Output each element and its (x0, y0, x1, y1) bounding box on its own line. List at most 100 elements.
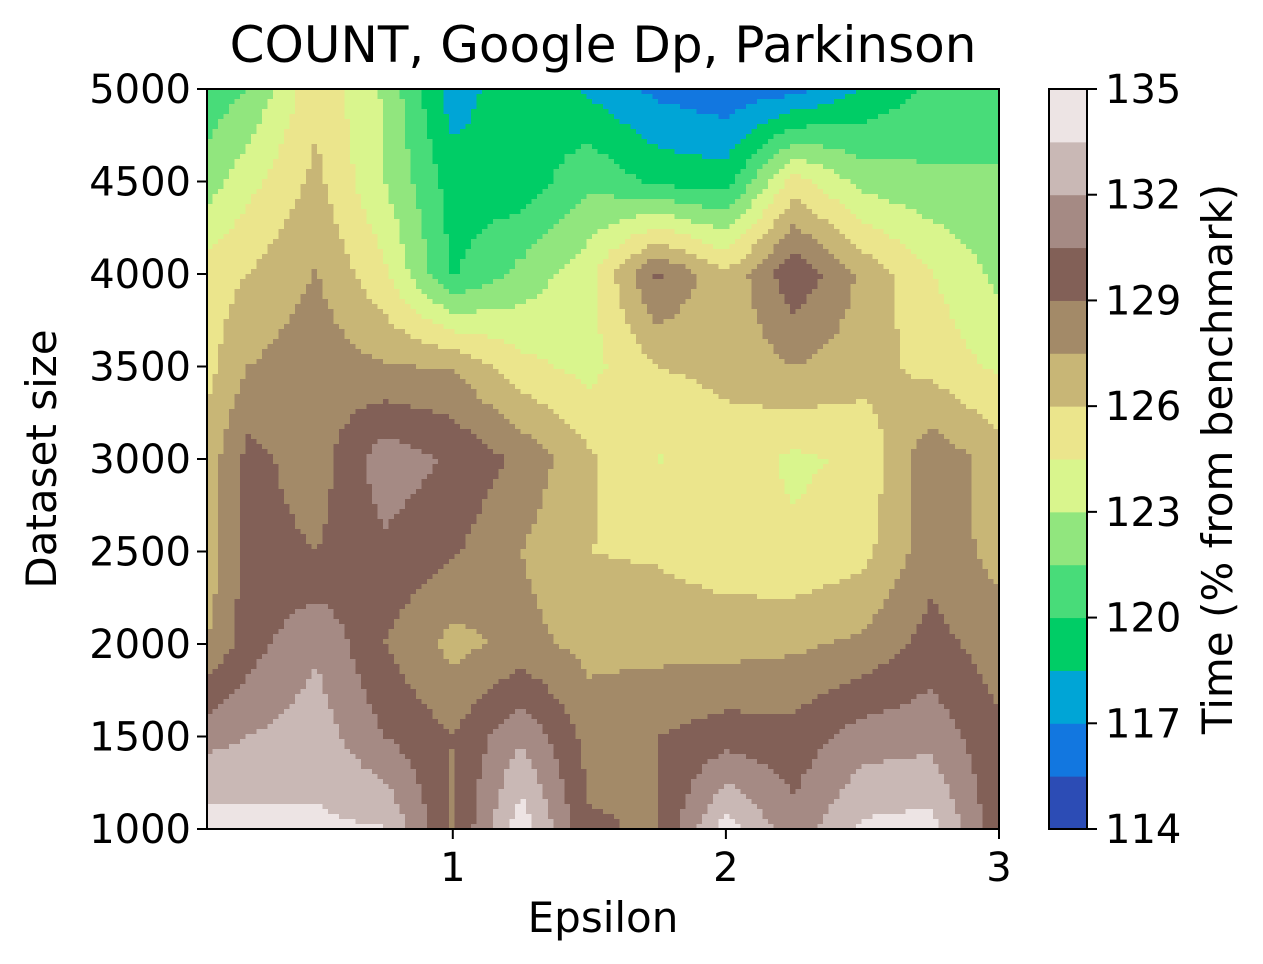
contour-cell (537, 134, 543, 140)
contour-cell (752, 99, 758, 105)
contour-cell (763, 194, 769, 200)
contour-cell (961, 139, 967, 145)
contour-cell (295, 174, 301, 180)
contour-cell (922, 244, 928, 250)
contour-cell (548, 189, 554, 195)
contour-cell (257, 199, 263, 205)
contour-cell (383, 179, 389, 185)
contour-cell (537, 159, 543, 165)
contour-cell (218, 194, 224, 200)
contour-cell (581, 244, 587, 250)
contour-cell (301, 149, 307, 155)
contour-cell (372, 194, 378, 200)
contour-cell (697, 189, 703, 195)
contour-cell (592, 179, 598, 185)
contour-cell (735, 189, 741, 195)
contour-cell (691, 124, 697, 130)
contour-cell (405, 229, 411, 235)
contour-cell (983, 219, 989, 225)
contour-cell (290, 94, 296, 100)
contour-cell (240, 239, 246, 245)
contour-cell (724, 214, 730, 220)
contour-cell (339, 234, 345, 240)
contour-cell (323, 204, 329, 210)
contour-cell (653, 119, 659, 125)
contour-cell (609, 219, 615, 225)
contour-cell (526, 104, 532, 110)
contour-cell (807, 139, 813, 145)
contour-cell (471, 119, 477, 125)
contour-cell (983, 209, 989, 215)
contour-cell (400, 184, 406, 190)
contour-cell (251, 169, 257, 175)
contour-cell (317, 219, 323, 225)
contour-cell (251, 129, 257, 135)
contour-cell (449, 109, 455, 115)
contour-cell (972, 119, 978, 125)
contour-cell (730, 114, 736, 120)
contour-cell (834, 189, 840, 195)
contour-cell (257, 164, 263, 170)
contour-cell (735, 194, 741, 200)
contour-cell (581, 144, 587, 150)
contour-cell (906, 219, 912, 225)
contour-cell (955, 94, 961, 100)
contour-cell (565, 229, 571, 235)
contour-cell (279, 134, 285, 140)
contour-cell (526, 129, 532, 135)
contour-cell (284, 209, 290, 215)
contour-cell (477, 94, 483, 100)
contour-cell (383, 254, 389, 260)
contour-cell (878, 209, 884, 215)
contour-cell (526, 259, 532, 265)
contour-cell (840, 99, 846, 105)
contour-cell (609, 194, 615, 200)
contour-cell (829, 104, 835, 110)
contour-cell (411, 214, 417, 220)
contour-cell (911, 154, 917, 160)
contour-cell (807, 144, 813, 150)
contour-cell (757, 109, 763, 115)
contour-cell (724, 149, 730, 155)
contour-cell (235, 104, 241, 110)
contour-cell (350, 189, 356, 195)
contour-cell (873, 249, 879, 255)
contour-cell (658, 224, 664, 230)
contour-cell (416, 94, 422, 100)
contour-cell (840, 139, 846, 145)
contour-cell (983, 124, 989, 130)
contour-cell (961, 144, 967, 150)
contour-cell (867, 234, 873, 240)
contour-cell (433, 214, 439, 220)
contour-cell (334, 209, 340, 215)
contour-cell (499, 129, 505, 135)
contour-cell (801, 219, 807, 225)
contour-cell (526, 139, 532, 145)
contour-cell (482, 174, 488, 180)
contour-cell (983, 229, 989, 235)
contour-cell (664, 229, 670, 235)
contour-cell (361, 169, 367, 175)
contour-cell (537, 164, 543, 170)
contour-cell (889, 209, 895, 215)
contour-cell (576, 159, 582, 165)
contour-cell (603, 254, 609, 260)
contour-cell (955, 209, 961, 215)
contour-cell (581, 139, 587, 145)
contour-cell (911, 199, 917, 205)
contour-cell (884, 254, 890, 260)
contour-cell (339, 99, 345, 105)
contour-cell (235, 119, 241, 125)
contour-cell (724, 139, 730, 145)
contour-cell (367, 184, 373, 190)
contour-cell (488, 189, 494, 195)
contour-cell (361, 249, 367, 255)
contour-cell (290, 249, 296, 255)
contour-cell (823, 189, 829, 195)
contour-cell (928, 134, 934, 140)
contour-cell (559, 154, 565, 160)
contour-cell (466, 164, 472, 170)
contour-cell (548, 219, 554, 225)
contour-cell (603, 109, 609, 115)
